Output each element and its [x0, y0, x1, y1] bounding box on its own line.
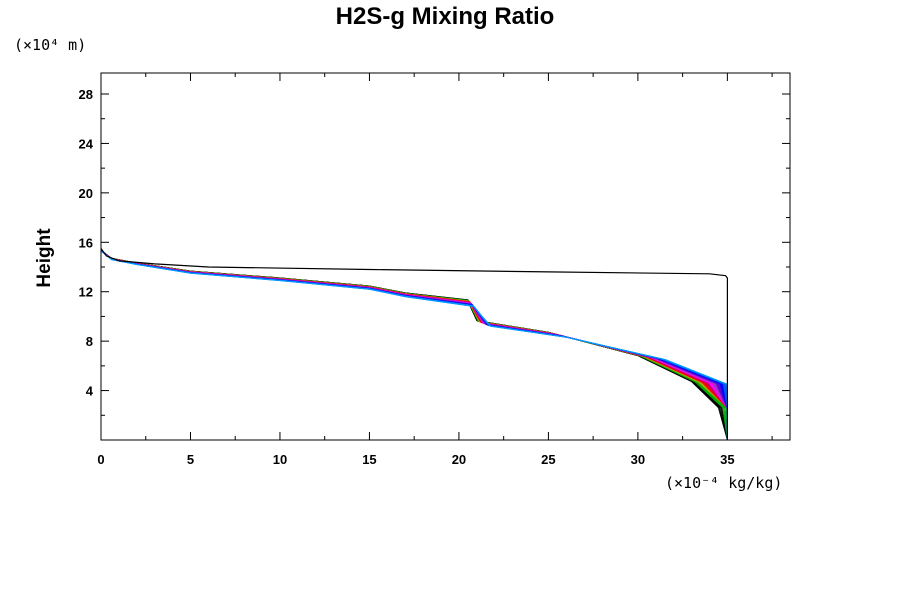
ensemble-line — [100, 250, 728, 440]
x-tick-label: 5 — [187, 452, 194, 467]
ensemble-line — [100, 250, 728, 441]
ensemble-line — [100, 249, 728, 441]
ensemble-line — [100, 250, 728, 440]
ensemble-line — [100, 250, 728, 440]
y-tick-label: 4 — [86, 384, 94, 399]
x-tick-label: 30 — [631, 452, 645, 467]
y-unit-label: (×10⁴ m) — [14, 36, 86, 54]
x-tick-label: 20 — [452, 452, 466, 467]
x-tick-label: 35 — [720, 452, 734, 467]
ensemble-line — [100, 250, 728, 440]
ensemble-line — [100, 250, 728, 441]
ensemble-line — [100, 250, 728, 440]
ensemble-line — [100, 250, 728, 440]
ensemble-line — [100, 250, 728, 440]
ensemble-line — [100, 250, 728, 440]
x-tick-label: 10 — [273, 452, 287, 467]
plot-frame — [100, 72, 791, 441]
chart-title: H2S-g Mixing Ratio — [336, 3, 555, 30]
ensemble-line — [100, 250, 728, 440]
x-tick-label: 15 — [362, 452, 376, 467]
ensemble-line — [100, 250, 728, 440]
ensemble-line — [100, 250, 728, 440]
ensemble-line — [100, 250, 728, 440]
ensemble-line — [100, 249, 728, 441]
ensemble-line — [100, 250, 728, 440]
ensemble-line — [100, 250, 728, 440]
axis-ticks — [100, 73, 790, 440]
ensemble-line — [100, 250, 728, 440]
ensemble-line — [100, 250, 728, 440]
ensemble-line — [100, 250, 728, 440]
ensemble-line — [100, 250, 728, 441]
ensemble-line — [100, 250, 728, 441]
x-tick-label: 25 — [541, 452, 555, 467]
ensemble-line — [100, 250, 728, 440]
ensemble-line — [100, 250, 728, 440]
y-tick-label: 16 — [79, 235, 93, 250]
y-tick-label: 8 — [86, 334, 93, 349]
ensemble-line — [100, 249, 728, 441]
ensemble-line — [100, 250, 728, 440]
y-axis-label: Height — [34, 228, 55, 288]
y-tick-label: 24 — [79, 136, 94, 151]
ensemble-line — [100, 250, 728, 440]
ensemble-line — [100, 250, 728, 440]
profile-lines — [100, 248, 729, 441]
x-unit-label: (×10⁻⁴ kg/kg) — [665, 474, 782, 492]
ensemble-line — [100, 250, 728, 440]
ensemble-line — [100, 250, 728, 440]
ensemble-line — [100, 250, 728, 440]
ensemble-line — [100, 250, 728, 440]
ensemble-line — [100, 250, 728, 440]
ensemble-line — [100, 250, 728, 440]
y-tick-label: 12 — [79, 285, 93, 300]
ensemble-line — [100, 250, 728, 440]
ensemble-line — [100, 250, 728, 440]
x-tick-label: 0 — [97, 452, 104, 467]
ensemble-line — [100, 250, 728, 440]
y-tick-label: 20 — [79, 186, 93, 201]
ensemble-line — [100, 250, 728, 440]
ensemble-line — [100, 250, 728, 440]
y-tick-label: 28 — [79, 87, 93, 102]
ensemble-line — [100, 250, 728, 440]
ensemble-line — [100, 250, 728, 440]
ensemble-line — [100, 250, 728, 440]
reference-line — [100, 248, 729, 440]
ensemble-line — [100, 250, 728, 441]
tick-labels: 0 5 10 15 20 25 30 35 4 8 12 16 20 24 28 — [79, 87, 735, 467]
